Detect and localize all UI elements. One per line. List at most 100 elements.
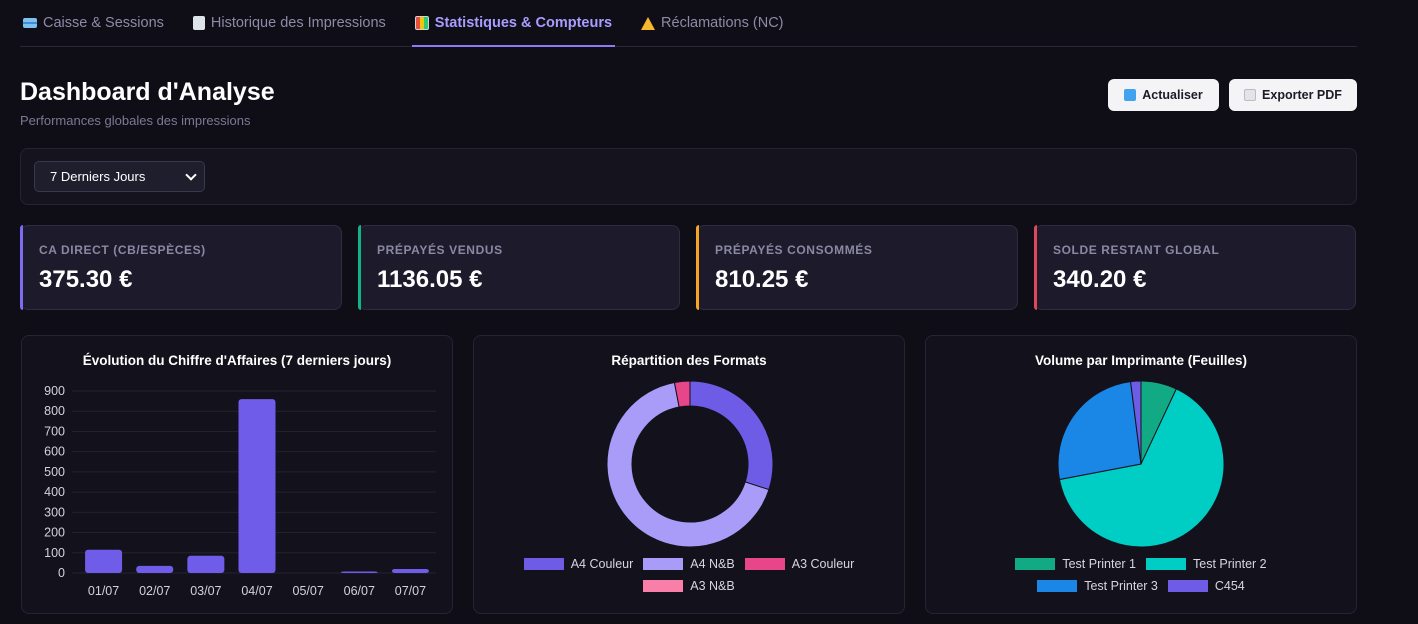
pie-slice <box>1130 380 1142 465</box>
kpi-card-ca-direct: CA DIRECT (CB/ESPÈCES) 375.30 € <box>20 225 342 310</box>
legend-item[interactable]: Test Printer 2 <box>1146 557 1267 571</box>
bar <box>391 568 429 573</box>
x-tick-label: 01/07 <box>88 584 119 598</box>
bar <box>187 555 225 573</box>
chart-legend: A3 N&B <box>474 579 904 593</box>
kpi-value: 340.20 € <box>1053 266 1147 293</box>
pdf-icon <box>1244 89 1257 101</box>
chart-title: Répartition des Formats <box>611 353 767 368</box>
page-title: Dashboard d'Analyse <box>20 78 275 106</box>
x-tick-label: 02/07 <box>139 584 170 598</box>
refresh-button[interactable]: Actualiser <box>1108 79 1219 111</box>
tab-reclamations[interactable]: Réclamations (NC) <box>638 0 786 46</box>
kpi-label: PRÉPAYÉS VENDUS <box>377 243 503 257</box>
x-tick-label: 03/07 <box>190 584 221 598</box>
legend-label: A3 Couleur <box>791 557 855 571</box>
tab-historique-impressions[interactable]: Historique des Impressions <box>190 0 389 46</box>
kpi-accent-bar <box>1034 225 1037 310</box>
period-select-value: 7 Derniers Jours <box>50 169 146 184</box>
chevron-down-icon <box>185 169 197 181</box>
x-tick-label: 04/07 <box>241 584 272 598</box>
y-tick-label: 0 <box>58 566 65 580</box>
chart-legend: Test Printer 1 Test Printer 2 <box>926 557 1356 571</box>
bar <box>136 565 174 573</box>
bar-chart-icon <box>414 16 429 30</box>
y-tick-label: 800 <box>44 404 65 418</box>
kpi-value: 1136.05 € <box>377 266 483 293</box>
pie-slice <box>673 380 691 408</box>
bar <box>238 399 276 573</box>
kpi-label: CA DIRECT (CB/ESPÈCES) <box>39 243 206 257</box>
y-tick-label: 700 <box>44 424 65 438</box>
kpi-card-prepayes-vendus: PRÉPAYÉS VENDUS 1136.05 € <box>358 225 680 310</box>
legend-item[interactable]: Test Printer 1 <box>1015 557 1136 571</box>
chart-card-printers: Volume par Imprimante (Feuilles) Test Pr… <box>925 335 1357 614</box>
legend-swatch <box>1015 558 1056 570</box>
chart-card-revenue: Évolution du Chiffre d'Affaires (7 derni… <box>21 335 453 614</box>
formats-doughnut-chart <box>606 380 774 548</box>
document-icon <box>192 16 205 30</box>
export-label: Exporter PDF <box>1262 88 1342 102</box>
legend-label: C454 <box>1214 579 1245 593</box>
kpi-value: 375.30 € <box>39 266 133 293</box>
x-tick-label: 06/07 <box>344 584 375 598</box>
printers-pie-chart <box>1057 380 1225 548</box>
y-tick-label: 200 <box>44 526 65 540</box>
kpi-label: PRÉPAYÉS CONSOMMÉS <box>715 243 873 257</box>
tab-label: Réclamations (NC) <box>661 15 784 31</box>
kpi-label: SOLDE RESTANT GLOBAL <box>1053 243 1220 257</box>
chart-title: Volume par Imprimante (Feuilles) <box>1034 353 1248 368</box>
legend-swatch <box>1037 580 1078 592</box>
chart-legend: Test Printer 3 C454 <box>926 579 1356 593</box>
credit-card-icon <box>23 18 37 28</box>
bar <box>340 571 378 573</box>
legend-label: Test Printer 3 <box>1084 579 1158 593</box>
tab-statistiques-compteurs[interactable]: Statistiques & Compteurs <box>411 0 616 47</box>
y-tick-label: 100 <box>44 546 65 560</box>
legend-swatch <box>744 558 785 570</box>
legend-item[interactable]: A3 Couleur <box>744 557 855 571</box>
pie-slice <box>606 381 770 548</box>
y-tick-label: 600 <box>44 445 65 459</box>
y-tick-label: 400 <box>44 485 65 499</box>
x-tick-label: 07/07 <box>395 584 426 598</box>
tab-bar: Caisse & Sessions Historique des Impress… <box>20 0 1357 47</box>
legend-item[interactable]: C454 <box>1167 579 1245 593</box>
legend-item[interactable]: A4 N&B <box>643 557 735 571</box>
y-tick-label: 900 <box>44 384 65 398</box>
legend-swatch <box>523 558 564 570</box>
revenue-bar-chart: 0 100 200 300 400 500 600 700 800 900 01/07 02/07 03… <box>44 384 436 598</box>
tab-label: Caisse & Sessions <box>43 15 164 31</box>
legend-item[interactable]: A4 Couleur <box>523 557 634 571</box>
chart-legend: A4 Couleur A4 N&B A3 Couleur <box>474 557 904 571</box>
tab-caisse-sessions[interactable]: Caisse & Sessions <box>20 0 167 46</box>
kpi-card-solde-restant: SOLDE RESTANT GLOBAL 340.20 € <box>1034 225 1356 310</box>
x-tick-label: 05/07 <box>293 584 324 598</box>
chart-title: Évolution du Chiffre d'Affaires (7 derni… <box>82 353 392 368</box>
legend-swatch <box>1146 558 1186 570</box>
tab-label: Historique des Impressions <box>210 15 386 31</box>
y-tick-label: 500 <box>44 465 65 479</box>
legend-label: A4 Couleur <box>570 557 634 571</box>
kpi-accent-bar <box>358 225 361 310</box>
legend-item[interactable]: Test Printer 3 <box>1037 579 1158 593</box>
kpi-card-prepayes-consommes: PRÉPAYÉS CONSOMMÉS 810.25 € <box>696 225 1018 310</box>
legend-swatch <box>1167 580 1208 592</box>
refresh-label: Actualiser <box>1142 88 1203 102</box>
y-tick-label: 300 <box>44 505 65 519</box>
chart-card-formats: Répartition des Formats A4 Couleur A4 N&… <box>473 335 905 614</box>
period-select[interactable]: 7 Derniers Jours <box>34 161 205 192</box>
bar <box>85 549 123 573</box>
legend-swatch <box>643 558 684 570</box>
legend-swatch <box>643 580 684 592</box>
kpi-accent-bar <box>20 225 23 310</box>
page-subtitle: Performances globales des impressions <box>20 113 251 128</box>
warning-icon <box>641 16 656 30</box>
legend-item[interactable]: A3 N&B <box>643 579 735 593</box>
pie-slice <box>689 380 774 491</box>
tab-label: Statistiques & Compteurs <box>434 15 613 31</box>
kpi-accent-bar <box>696 225 699 310</box>
export-pdf-button[interactable]: Exporter PDF <box>1229 79 1357 111</box>
pie-slice <box>1058 388 1225 548</box>
